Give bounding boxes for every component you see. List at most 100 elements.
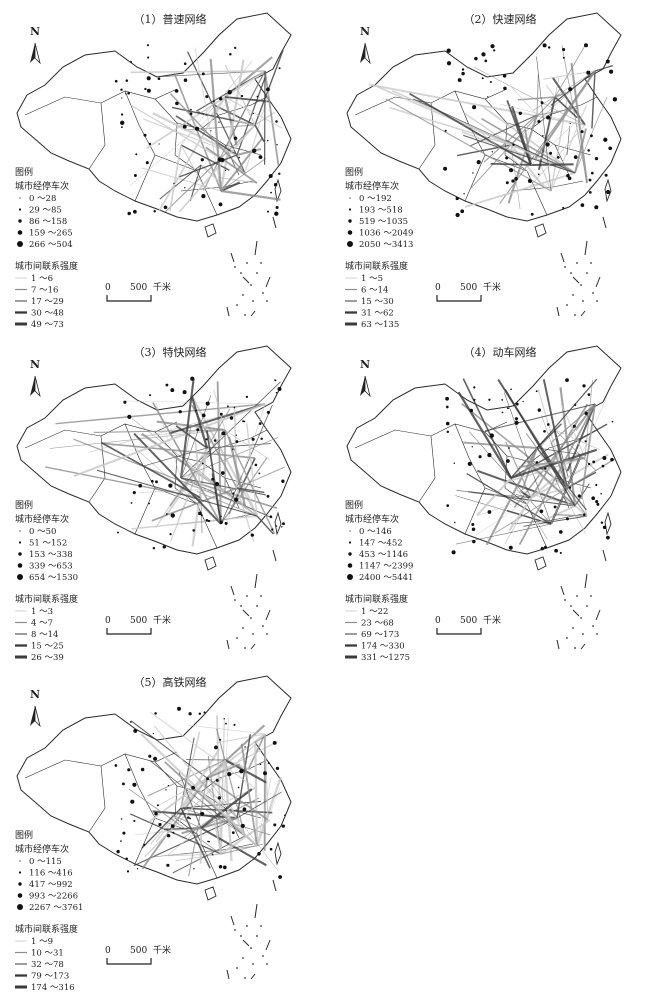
strength-legend-item: 63 ～135	[361, 320, 399, 330]
city-link	[170, 447, 208, 542]
city-link	[510, 378, 598, 479]
city-link	[180, 437, 279, 479]
city-node	[200, 811, 205, 816]
city-node	[213, 439, 217, 442]
city-link	[521, 447, 538, 491]
city-node	[473, 398, 476, 401]
city-link	[180, 144, 206, 190]
city-node	[210, 130, 212, 132]
city-node	[610, 457, 614, 462]
city-link	[463, 441, 538, 449]
city-node	[478, 455, 482, 459]
city-node	[229, 53, 232, 56]
city-node	[546, 115, 551, 120]
panel-title: （4）动车网络	[464, 345, 537, 359]
north-label: N	[360, 25, 370, 38]
scale-bar	[106, 628, 152, 635]
city-link	[551, 77, 586, 126]
city-link	[246, 423, 258, 517]
city-link	[190, 395, 209, 449]
city-node	[568, 87, 573, 92]
city-node	[537, 173, 540, 176]
stops-legend-item: 654 ～1530	[29, 573, 78, 583]
city-link	[100, 441, 202, 499]
city-node	[453, 462, 456, 465]
city-node	[281, 479, 285, 483]
city-link	[536, 74, 539, 116]
strength-legend-item: 23 ～68	[361, 619, 394, 629]
stops-legend-symbol	[348, 541, 352, 544]
city-link	[510, 86, 538, 116]
city-link	[209, 58, 223, 192]
city-node	[583, 43, 589, 48]
strength-legend-item: 174 ～316	[31, 983, 75, 993]
city-link	[216, 715, 222, 855]
city-node	[274, 211, 279, 216]
scale-zero: 0	[105, 283, 111, 293]
city-node	[572, 424, 576, 428]
city-node	[196, 428, 200, 432]
scale-bar	[436, 295, 482, 302]
city-node	[225, 722, 227, 725]
city-node	[443, 166, 448, 171]
strength-legend-item: 331 ～1275	[361, 653, 410, 663]
city-link	[542, 379, 568, 489]
city-link	[206, 443, 271, 449]
stops-legend-symbol	[17, 241, 23, 247]
city-link	[256, 515, 274, 535]
city-node	[188, 712, 192, 716]
city-node	[587, 393, 591, 396]
city-node	[201, 72, 205, 76]
city-node	[227, 771, 232, 777]
city-node	[174, 89, 179, 93]
city-node	[537, 408, 541, 412]
city-node	[471, 446, 473, 448]
city-node	[130, 799, 135, 804]
city-link	[152, 402, 222, 525]
legend-heading: 图例	[345, 499, 363, 511]
city-node	[562, 206, 565, 209]
stops-legend-symbol	[17, 904, 23, 910]
city-node	[152, 546, 156, 550]
city-node	[445, 396, 449, 401]
city-node	[232, 448, 234, 451]
city-node	[120, 818, 123, 820]
city-node	[201, 462, 204, 465]
strength-legend-item: 26 ～39	[31, 653, 64, 663]
stops-legend-symbol	[349, 197, 351, 199]
city-link	[151, 487, 238, 522]
city-link	[591, 70, 596, 129]
city-node	[270, 191, 272, 194]
city-link	[140, 429, 226, 437]
north-arrow-icon	[29, 705, 41, 727]
city-node	[184, 187, 186, 189]
city-node	[133, 819, 136, 822]
city-node	[586, 70, 591, 75]
city-link	[264, 70, 280, 166]
city-node	[588, 191, 592, 194]
city-link	[566, 458, 615, 489]
city-node	[506, 459, 510, 463]
city-link	[462, 378, 512, 479]
city-link	[142, 118, 238, 156]
city-node	[540, 101, 544, 105]
city-link	[200, 797, 260, 829]
city-node	[595, 500, 599, 504]
city-node	[182, 390, 187, 395]
city-node	[251, 437, 255, 441]
city-link	[202, 70, 266, 191]
city-link	[236, 734, 252, 819]
north-label: N	[30, 688, 40, 701]
city-node	[511, 179, 515, 183]
city-node	[125, 93, 127, 95]
city-link	[579, 486, 588, 517]
city-node	[200, 158, 204, 162]
strength-legend-item: 6 ～14	[361, 286, 388, 296]
city-node	[252, 148, 257, 153]
stops-legend-item: 159 ～265	[29, 229, 73, 239]
city-link	[152, 112, 238, 157]
city-link	[213, 389, 226, 431]
city-link	[550, 70, 596, 106]
city-node	[129, 60, 133, 64]
